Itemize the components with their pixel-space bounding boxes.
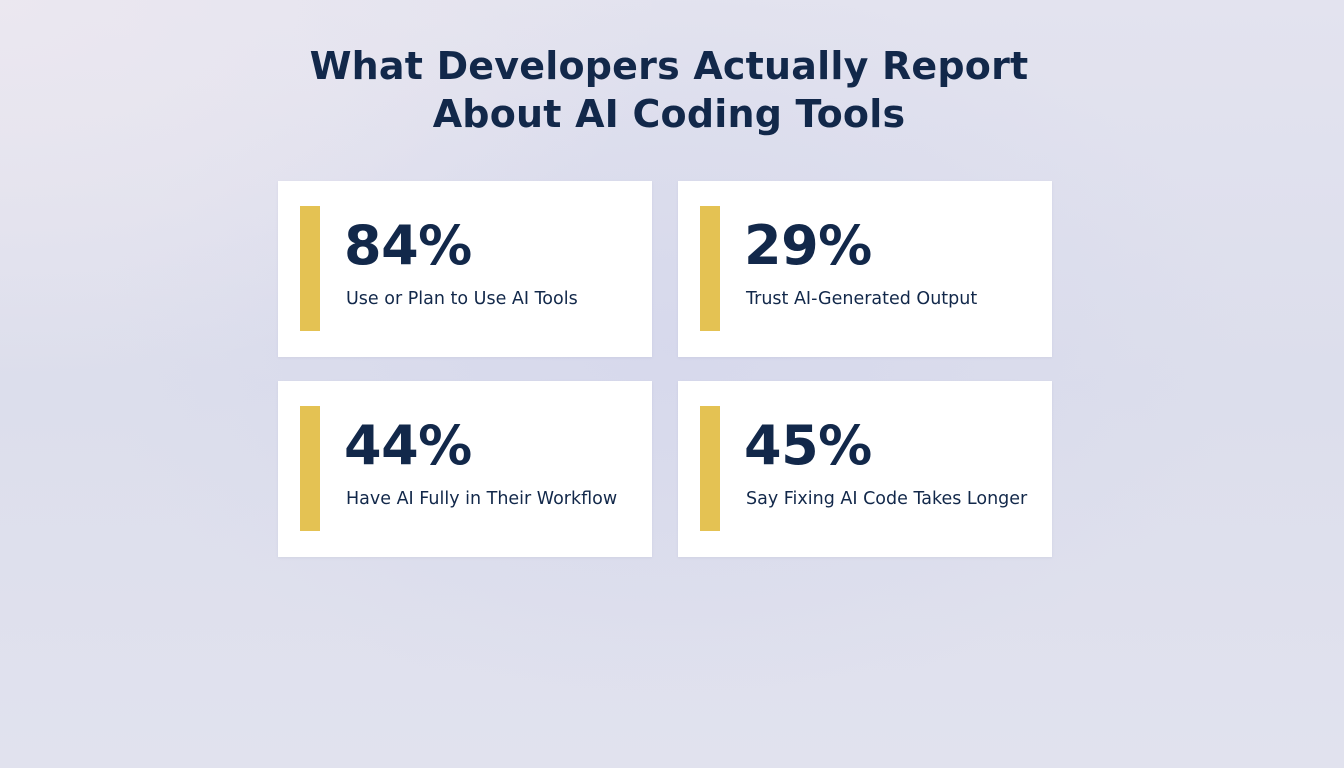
stat-value: 84% [344, 214, 472, 277]
stat-label: Use or Plan to Use AI Tools [346, 289, 578, 309]
stat-card-trust-output: 29% Trust AI-Generated Output [678, 181, 1052, 357]
accent-bar [300, 206, 320, 331]
stat-value: 29% [744, 214, 872, 277]
accent-bar [300, 406, 320, 531]
page-title: What Developers Actually Report About AI… [0, 42, 1338, 138]
stat-label: Say Fixing AI Code Takes Longer [746, 489, 1028, 509]
stat-card-fixing-takes-longer: 45% Say Fixing AI Code Takes Longer [678, 381, 1052, 557]
stat-value: 44% [344, 414, 472, 477]
stat-label: Have AI Fully in Their Workflow [346, 489, 618, 509]
stat-value: 45% [744, 414, 872, 477]
page-title-line-2: About AI Coding Tools [432, 92, 906, 136]
page-title-line-1: What Developers Actually Report [309, 44, 1029, 88]
stat-label: Trust AI-Generated Output [746, 289, 978, 309]
stat-card-use-or-plan: 84% Use or Plan to Use AI Tools [278, 181, 652, 357]
stat-card-fully-in-workflow: 44% Have AI Fully in Their Workflow [278, 381, 652, 557]
accent-bar [700, 206, 720, 331]
accent-bar [700, 406, 720, 531]
